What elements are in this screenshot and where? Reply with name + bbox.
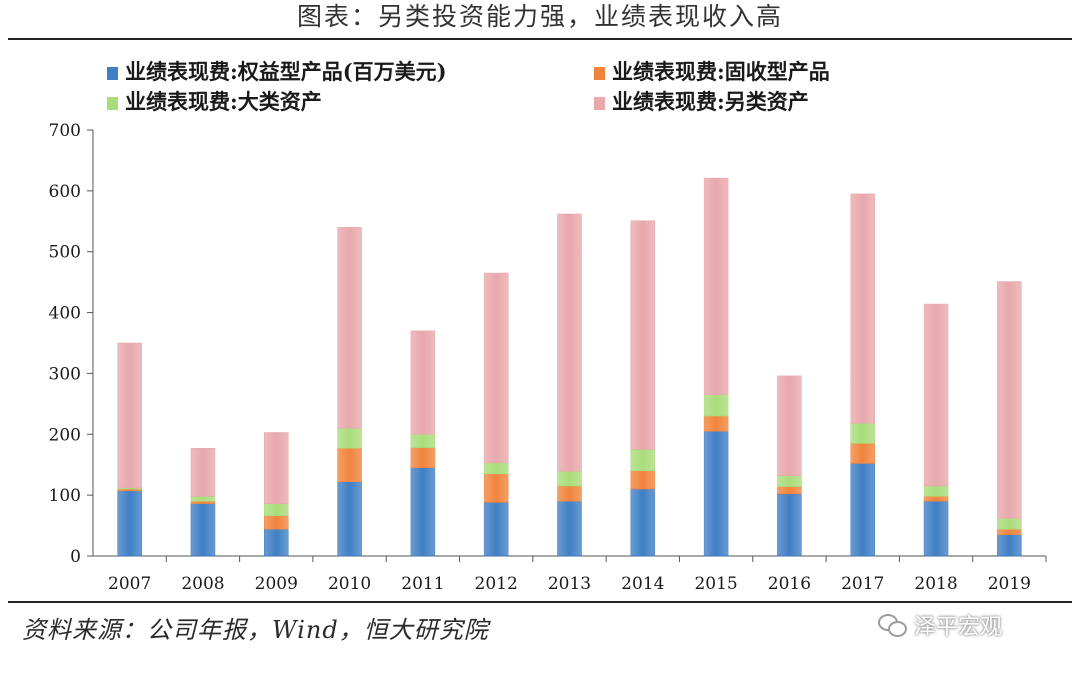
bar-segment (777, 493, 802, 557)
y-tick-label: 600 (49, 182, 81, 202)
bar-segment (630, 488, 656, 557)
bar-segment (410, 447, 436, 469)
bar-segment (703, 394, 729, 417)
bar-segment (117, 490, 142, 557)
legend-swatch (107, 97, 118, 110)
source-note: 资料来源：公司年报，Wind，恒大研究院 (22, 616, 489, 644)
bar-segment (777, 486, 802, 495)
bar-segment (703, 430, 729, 557)
legend-label: 业绩表现费:大类资产 (125, 89, 322, 114)
bar-segment (483, 272, 509, 464)
top-rule (8, 38, 1072, 40)
bar-segment (557, 500, 582, 557)
x-tick-label: 2007 (108, 574, 151, 594)
bar-segment (630, 470, 656, 490)
y-tick-label: 400 (49, 304, 81, 324)
bar-segment (337, 481, 362, 557)
legend-swatch (107, 67, 118, 80)
x-tick-label: 2011 (401, 574, 444, 594)
bar-segment (337, 427, 362, 449)
bar-segment (557, 485, 582, 502)
bar-segment (483, 462, 509, 475)
bar-segment (557, 471, 582, 487)
bar-segment (997, 518, 1022, 530)
stacked-bar-chart: 0 100 200 300 400 500 600 700 2007 2008 2009 2010 20… (49, 59, 1047, 594)
bar-segment (410, 467, 436, 557)
x-tick-label: 2018 (914, 574, 957, 594)
x-tick-label: 2010 (328, 574, 371, 594)
bar-segment (997, 528, 1022, 535)
bar-segment (264, 515, 289, 530)
legend-swatch (594, 67, 605, 80)
x-tick-label: 2017 (841, 574, 884, 594)
bar-segment (557, 213, 582, 472)
x-tick-label: 2008 (181, 574, 224, 594)
bar-segment (997, 281, 1022, 519)
x-tick-label: 2016 (768, 574, 811, 594)
bar-segment (923, 500, 949, 557)
bar-segment (410, 434, 436, 448)
x-tick-label: 2015 (694, 574, 737, 594)
y-tick-label: 100 (49, 486, 81, 506)
wechat-icon (878, 612, 908, 638)
bar-segment (923, 496, 949, 502)
bar-segment (264, 432, 289, 504)
bar-segment (923, 485, 949, 497)
bar-segment (264, 528, 289, 557)
bar-segment (630, 449, 656, 472)
chart-title: 图表：另类投资能力强，业绩表现收入高 (296, 2, 783, 31)
y-tick-label: 700 (49, 121, 81, 141)
y-tick-label: 200 (49, 425, 81, 445)
bar-segment (117, 488, 142, 492)
x-tick-label: 2019 (988, 574, 1031, 594)
bar-segment (850, 443, 875, 464)
bar-segment (190, 496, 216, 502)
x-tick-label: 2012 (475, 574, 518, 594)
bar-segment (703, 177, 729, 395)
bar-segment (190, 503, 216, 557)
x-tick-label: 2013 (548, 574, 591, 594)
legend-label: 业绩表现费:权益型产品(百万美元) (125, 59, 447, 84)
bar-segment (117, 342, 142, 489)
bar-segment (337, 227, 362, 429)
y-tick-label: 0 (70, 547, 81, 567)
legend-label: 业绩表现费:固收型产品 (612, 59, 830, 84)
bar-segment (850, 193, 875, 424)
legend-label: 业绩表现费:另类资产 (612, 89, 809, 114)
y-tick-label: 300 (49, 364, 81, 384)
bar-segment (850, 423, 875, 444)
x-tick-label: 2014 (621, 574, 664, 594)
x-tick-label: 2009 (255, 574, 298, 594)
bottom-rule (8, 601, 1072, 603)
bar-segment (997, 534, 1022, 557)
y-tick-label: 500 (49, 243, 81, 263)
bar-segment (923, 303, 949, 487)
bar-segment (630, 220, 656, 450)
bar-segment (483, 473, 509, 503)
bar-segment (264, 503, 289, 517)
bar-segment (777, 375, 802, 476)
watermark: 泽平宏观 (878, 608, 1002, 642)
bar-segment (337, 448, 362, 483)
bar-segment (190, 500, 216, 504)
bar-segment (703, 415, 729, 432)
legend-swatch (594, 97, 605, 110)
bar-segment (190, 448, 216, 497)
watermark-text: 泽平宏观 (914, 615, 1003, 640)
bar-segment (410, 330, 436, 435)
bar-segment (850, 463, 875, 557)
bar-segment (483, 502, 509, 557)
bar-segment (777, 475, 802, 487)
